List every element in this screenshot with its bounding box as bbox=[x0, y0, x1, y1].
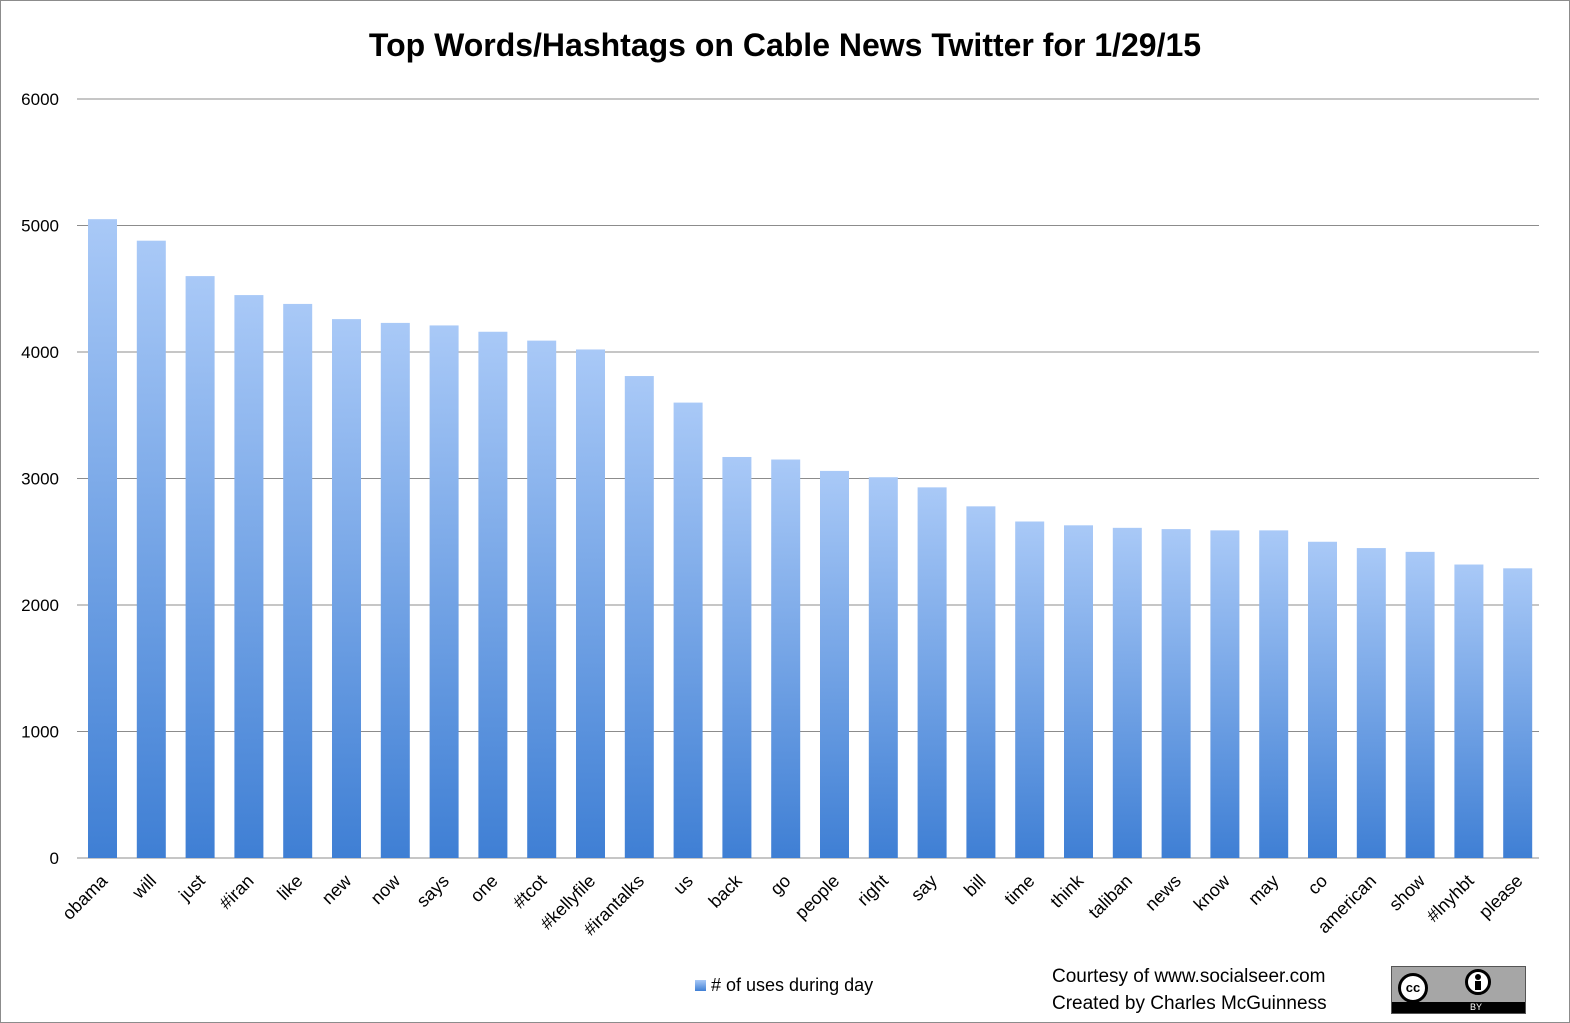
x-tick-label: right bbox=[853, 871, 892, 910]
cc-by-license-badge: cc BY bbox=[1391, 966, 1526, 1014]
bar bbox=[136, 240, 166, 858]
bar bbox=[1161, 529, 1191, 858]
x-tick-label: #lnyhbt bbox=[1423, 871, 1478, 926]
x-tick-label: #tcot bbox=[509, 871, 551, 913]
bar bbox=[234, 295, 264, 858]
x-tick-label: one bbox=[466, 871, 501, 906]
bar bbox=[966, 506, 996, 858]
bar bbox=[1112, 527, 1142, 858]
x-tick-label: please bbox=[1475, 871, 1527, 923]
chart-legend: # of uses during day bbox=[695, 975, 873, 996]
bar bbox=[1503, 568, 1533, 858]
y-tick-label: 1000 bbox=[21, 723, 59, 742]
x-tick-label: obama bbox=[58, 870, 112, 924]
x-tick-label: will bbox=[128, 871, 161, 904]
bar bbox=[722, 456, 752, 858]
credit-author: Created by Charles McGuinness bbox=[1052, 993, 1327, 1014]
by-label: BY bbox=[1470, 1002, 1483, 1012]
x-tick-label: go bbox=[766, 871, 794, 899]
x-tick-label: like bbox=[273, 871, 306, 904]
bar bbox=[1308, 541, 1337, 858]
x-tick-label: think bbox=[1046, 870, 1088, 912]
y-tick-label: 4000 bbox=[21, 343, 59, 362]
x-tick-label: time bbox=[1000, 871, 1038, 909]
bar bbox=[1064, 525, 1093, 858]
bar bbox=[88, 219, 117, 859]
x-tick-label: co bbox=[1304, 871, 1332, 899]
y-tick-label: 2000 bbox=[21, 596, 59, 615]
bar bbox=[380, 322, 410, 858]
bar bbox=[771, 459, 801, 858]
bar bbox=[1259, 530, 1289, 858]
legend-swatch bbox=[695, 980, 706, 991]
x-tick-label: may bbox=[1244, 871, 1282, 909]
bar bbox=[1454, 564, 1484, 858]
bar bbox=[283, 303, 313, 858]
bar bbox=[673, 402, 703, 858]
x-tick-label: taliban bbox=[1084, 871, 1136, 923]
x-tick-label: people bbox=[791, 871, 843, 923]
person-icon bbox=[1465, 969, 1491, 995]
x-tick-label: know bbox=[1190, 870, 1235, 915]
bar bbox=[624, 376, 654, 858]
bar bbox=[1210, 530, 1240, 858]
x-tick-label: news bbox=[1141, 871, 1185, 915]
bar bbox=[868, 477, 898, 858]
x-tick-label: show bbox=[1385, 870, 1430, 915]
bar bbox=[820, 470, 849, 858]
bar bbox=[527, 340, 557, 858]
cc-logo-icon: cc bbox=[1398, 973, 1428, 1003]
bar bbox=[185, 276, 215, 859]
y-tick-label: 3000 bbox=[21, 470, 59, 489]
credits: Courtesy of www.socialseer.com Created b… bbox=[1052, 963, 1327, 1017]
bar bbox=[478, 331, 508, 858]
bar bbox=[1405, 551, 1435, 858]
x-tick-label: #iran bbox=[215, 871, 257, 913]
x-tick-label: bill bbox=[960, 871, 990, 901]
x-tick-label: says bbox=[413, 871, 453, 911]
bar bbox=[429, 325, 459, 858]
bar bbox=[1356, 548, 1386, 858]
x-tick-label: just bbox=[174, 871, 209, 906]
x-tick-label: back bbox=[705, 870, 747, 912]
y-tick-label: 0 bbox=[50, 849, 59, 868]
legend-label: # of uses during day bbox=[711, 975, 874, 995]
bar bbox=[1015, 521, 1045, 858]
x-tick-label: say bbox=[907, 871, 941, 905]
x-tick-label: us bbox=[669, 871, 697, 899]
bar bbox=[917, 487, 947, 858]
credit-source: Courtesy of www.socialseer.com bbox=[1052, 966, 1326, 987]
bar bbox=[576, 349, 605, 858]
y-tick-label: 6000 bbox=[21, 90, 59, 109]
y-tick-label: 5000 bbox=[21, 217, 59, 236]
x-tick-label: new bbox=[318, 870, 356, 908]
chart-title: Top Words/Hashtags on Cable News Twitter… bbox=[368, 27, 1202, 63]
x-tick-label: now bbox=[367, 870, 405, 908]
bar bbox=[332, 319, 361, 858]
